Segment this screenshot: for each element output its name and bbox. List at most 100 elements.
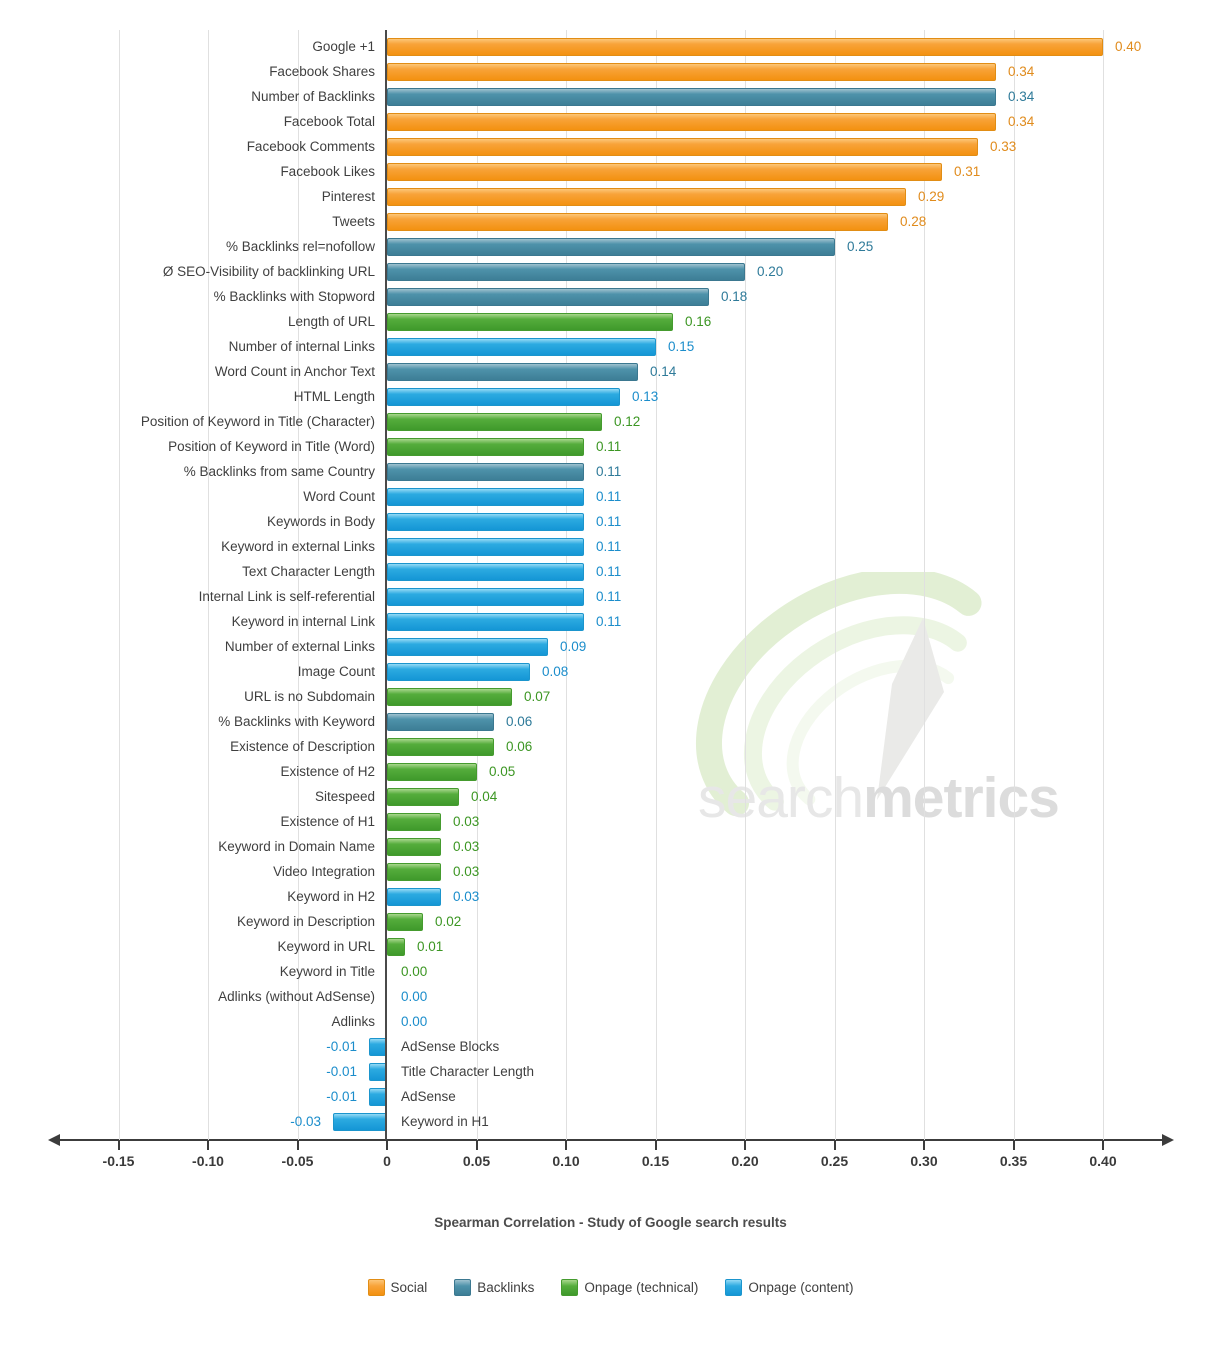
bar [387, 638, 548, 656]
bar [387, 313, 673, 331]
row-label: Adlinks [331, 1014, 375, 1029]
value-label: -0.01 [326, 1089, 357, 1104]
row-label: Pinterest [321, 189, 375, 204]
value-label: 0.11 [596, 539, 622, 554]
zero-axis-line [385, 30, 387, 1140]
value-label: 0.14 [650, 364, 677, 379]
tick-mark [207, 1141, 209, 1150]
value-label: 0.29 [918, 189, 945, 204]
tick-label: 0.35 [999, 1153, 1028, 1169]
row-label: Position of Keyword in Title (Character) [140, 414, 375, 429]
bar [387, 563, 584, 581]
legend-item-onpage_content: Onpage (content) [725, 1279, 853, 1296]
x-axis-title: Spearman Correlation - Study of Google s… [434, 1215, 787, 1230]
value-label: 0.05 [489, 764, 516, 779]
bar [387, 613, 584, 631]
searchmetrics-watermark: searchmetrics [696, 572, 1060, 830]
bar [387, 88, 996, 106]
value-label: 0.00 [401, 1014, 428, 1029]
plot-area: Google +1 0.40 Facebook Shares 0.34 Number o… [52, 30, 1178, 1140]
value-label: 0.03 [453, 814, 480, 829]
row-label: Existence of Description [230, 739, 375, 754]
value-label: 0.01 [417, 939, 444, 954]
tick-label: 0.25 [820, 1153, 849, 1169]
value-label: 0.11 [596, 514, 622, 529]
row-label: Word Count in Anchor Text [214, 364, 375, 379]
tick-label: 0.05 [462, 1153, 491, 1169]
value-label: -0.03 [290, 1114, 321, 1129]
gridline [1103, 30, 1104, 1140]
tick-label: -0.15 [102, 1153, 135, 1169]
row-label: Facebook Likes [280, 164, 375, 179]
gridline [1013, 30, 1015, 1140]
tick-mark [833, 1141, 836, 1150]
gridline [924, 30, 925, 1140]
value-label: 0.11 [596, 489, 622, 504]
value-label: 0.07 [524, 689, 551, 704]
value-label: 0.11 [596, 564, 622, 579]
value-label: 0.03 [453, 889, 480, 904]
row-label: Position of Keyword in Title (Word) [168, 439, 375, 454]
tick-mark [1102, 1141, 1104, 1150]
row-label: Keyword in Title [279, 964, 375, 979]
bar [387, 713, 494, 731]
bar [333, 1113, 387, 1131]
legend-swatch [367, 1279, 385, 1296]
row-label: Number of internal Links [228, 339, 375, 354]
tick-label: 0.30 [910, 1153, 938, 1169]
value-label: 0.04 [471, 789, 498, 804]
row-label: Facebook Shares [269, 64, 375, 79]
gridline [297, 30, 299, 1140]
tick-label: 0.20 [731, 1153, 759, 1169]
row-label: Existence of H2 [280, 764, 375, 779]
value-label: 0.28 [900, 214, 927, 229]
row-label: AdSense Blocks [401, 1039, 500, 1054]
row-label: Tweets [332, 214, 375, 229]
bar [387, 263, 745, 281]
row-label: AdSense [401, 1089, 456, 1104]
bar [387, 138, 978, 156]
legend-swatch [725, 1279, 743, 1296]
row-label: Title Character Length [401, 1064, 535, 1079]
row-label: Existence of H1 [280, 814, 375, 829]
value-label: 0.11 [596, 439, 622, 454]
row-label: Keywords in Body [266, 514, 375, 529]
row-label: Word Count [303, 489, 375, 504]
value-label: 0.11 [596, 614, 622, 629]
value-label: 0.18 [721, 289, 748, 304]
value-label: 0.34 [1008, 64, 1035, 79]
row-label: Keyword in Domain Name [218, 839, 375, 854]
tick-label: 0.15 [641, 1153, 670, 1169]
bar [387, 288, 709, 306]
tick-label: 0 [383, 1153, 391, 1169]
value-label: 0.31 [954, 164, 981, 179]
row-label: % Backlinks with Keyword [218, 714, 375, 729]
row-label: Number of Backlinks [251, 89, 375, 104]
gridline [655, 30, 657, 1140]
legend-item-social: Social [367, 1279, 428, 1296]
bar [387, 813, 441, 831]
bar [387, 663, 530, 681]
row-label: Facebook Total [283, 114, 375, 129]
gridline [208, 30, 209, 1140]
value-label: 0.34 [1008, 114, 1035, 129]
bar [387, 513, 584, 531]
row-label: Keyword in Description [236, 914, 375, 929]
row-label: HTML Length [293, 389, 375, 404]
bar [387, 338, 656, 356]
bar [387, 38, 1103, 56]
tick-mark [1012, 1141, 1015, 1150]
row-label: Ø SEO-Visibility of backlinking URL [162, 264, 375, 279]
row-label: Sitespeed [314, 789, 375, 804]
legend-label: Social [390, 1280, 428, 1295]
row-label: % Backlinks rel=nofollow [226, 239, 375, 254]
bar [387, 463, 584, 481]
row-label: % Backlinks from same Country [183, 464, 375, 479]
gridline [745, 30, 746, 1140]
row-label: Keyword in external Links [221, 539, 375, 554]
value-label: 0.25 [847, 239, 874, 254]
tick-label: -0.05 [281, 1153, 314, 1169]
tick-mark [296, 1141, 299, 1150]
bar [387, 913, 423, 931]
